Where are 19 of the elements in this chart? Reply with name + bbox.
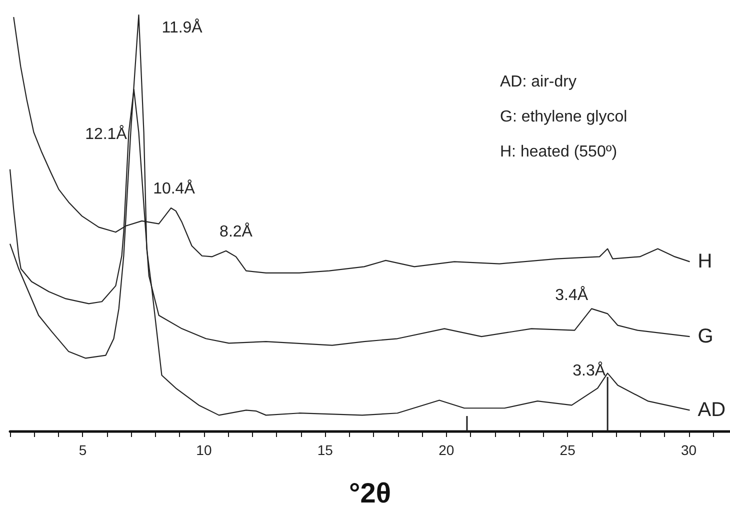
x-tick-label: 5 <box>78 442 87 458</box>
annotation: H: heated (550º) <box>500 144 618 160</box>
x-axis-title: °2θ <box>349 478 391 508</box>
annotation: 12.1Å <box>85 124 128 143</box>
x-tick-label: 15 <box>317 442 334 458</box>
x-tick-label: 10 <box>196 442 212 458</box>
annotation: 10.4Å <box>153 180 196 198</box>
annotation: 11.9Å <box>162 18 203 36</box>
series-label: H <box>698 250 712 273</box>
annotation: 3.3Å <box>572 362 606 380</box>
x-tick-label: 20 <box>438 442 454 458</box>
annotation: 3.4Å <box>555 286 588 304</box>
series-label: G <box>698 326 714 348</box>
series-label: AD <box>698 399 726 422</box>
annotation: AD: air-dry <box>500 74 576 90</box>
annotation: G: ethylene glycol <box>500 108 628 126</box>
annotation: 8.2Å <box>220 222 253 240</box>
x-tick-label: 30 <box>681 442 697 458</box>
x-tick-label: 25 <box>560 442 576 458</box>
